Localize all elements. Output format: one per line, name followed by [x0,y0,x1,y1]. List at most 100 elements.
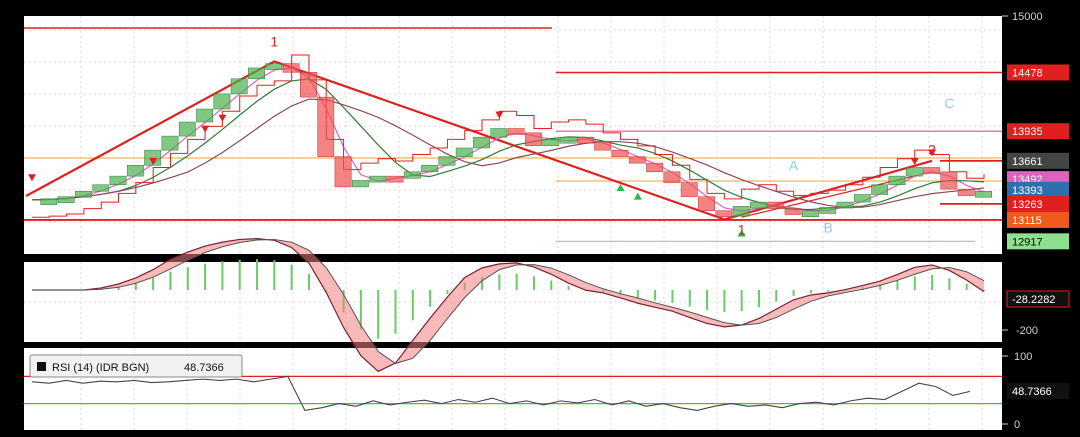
up-block [871,184,889,195]
osc-signal-line [32,238,985,364]
down-block [680,182,698,197]
up-block [109,175,127,186]
up-block [369,175,387,183]
down-block [611,149,629,157]
down-block [594,141,612,151]
price-badge-14478: 14478 [1012,67,1043,79]
up-block [196,108,213,123]
wave-annotations: 1 1 2 A B C [270,33,954,237]
rsi-legend-value: 48.7366 [184,362,224,374]
up-block [455,147,473,157]
osc-line [32,238,985,373]
up-block [213,93,231,110]
down-block [386,175,404,183]
price-badge-13393-bg [1007,181,1069,198]
up-block [750,201,767,209]
price-badge-13263: 13263 [1012,199,1043,211]
price-badge-14478-bg [1007,64,1069,81]
rsi-axis-label-0: 0 [1014,419,1020,431]
down-block [784,208,802,215]
up-block [126,165,144,177]
up-block [438,156,456,166]
price-axis: 15000 -200 100 0 [1002,11,1043,431]
rsi-axis-label-100: 100 [1014,351,1032,363]
rsi-legend-swatch [37,362,46,371]
sell-signal-marker [149,158,158,166]
up-block [732,206,750,217]
osc-axis-label-minus-200: -200 [1016,325,1038,337]
price-badge-13393: 13393 [1012,185,1043,197]
sell-signal-marker [28,174,36,182]
down-block [317,96,335,157]
up-block [559,136,577,144]
price-badge-13115-bg [1007,211,1069,228]
up-block [144,149,162,166]
up-block [178,121,196,137]
up-block [421,165,439,173]
up-block [853,194,871,203]
up-block [230,78,248,95]
wave-label: 1 [738,222,746,238]
up-block [836,201,854,209]
up-block [265,63,283,70]
up-block [248,67,265,79]
down-block [628,156,646,164]
rsi-legend-label: RSI (14) (IDR BGN) [52,362,149,374]
rsi-legend-box [29,354,243,378]
buy-signal-marker [633,192,642,200]
up-block [905,167,923,177]
wave-label: 1 [270,33,278,49]
up-block [57,196,75,203]
up-block [975,191,992,198]
buy-signal-marker [737,229,746,237]
price-badge-13263-bg [1007,195,1069,212]
down-block [507,128,525,135]
price-level-badges: 1447813935136611349213393132631311512917… [1006,64,1070,399]
price-badge-13115: 13115 [1012,215,1042,227]
buy-signal-marker [616,184,625,192]
down-block [940,171,958,190]
price-badge-13935: 13935 [1012,126,1043,138]
oscillator-series [32,238,985,373]
up-block [473,136,490,149]
sell-signal-marker [928,149,937,157]
price-panel-bg [24,16,1002,254]
down-block [300,72,317,98]
price-badge-13935-bg [1007,123,1069,140]
trailing-stop-line [32,54,985,218]
ma-slow-line [31,98,985,208]
up-block [542,139,560,147]
rsi-legend[interactable]: RSI (14) (IDR BGN) 48.7366 [29,354,243,378]
rsi-value-badge: 48.7366 [1012,386,1052,398]
up-block [92,184,110,192]
sell-signal-marker [201,125,210,133]
wave-label: B [824,219,833,235]
down-block [715,210,733,217]
sell-signal-marker [910,158,919,166]
up-block [403,171,421,179]
down-block [663,171,681,183]
up-block [351,180,369,188]
up-block [161,135,179,151]
wave-label: 2 [928,141,936,157]
down-block [923,167,940,174]
down-block [334,156,352,188]
signal-markers [28,111,937,237]
up-block [802,210,819,217]
price-blocks [40,63,992,217]
down-block [576,136,594,144]
down-block [767,201,785,209]
price-badge-13661: 13661 [1012,156,1043,168]
down-block [698,196,715,211]
up-block [490,128,508,138]
down-block [282,63,300,73]
price-axis-label-15000: 15000 [1012,11,1043,23]
up-block [819,207,837,214]
horizontal-levels [24,27,1002,242]
up-block [75,191,92,198]
rsi-value-badge-bg [1007,382,1069,399]
down-block [957,188,975,196]
sell-signal-marker [495,111,504,119]
